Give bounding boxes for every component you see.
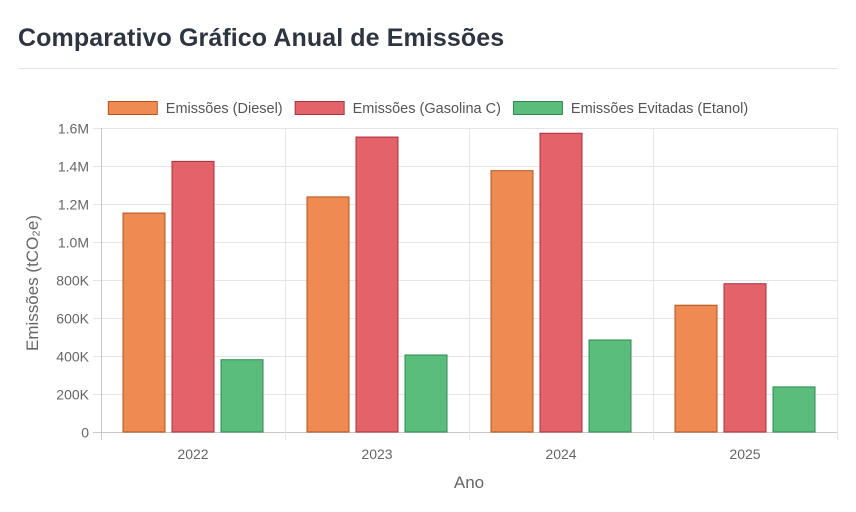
x-tick-label: 2025	[729, 446, 760, 462]
y-tick-label: 800K	[56, 273, 89, 289]
y-tick-label: 600K	[56, 311, 89, 327]
y-tick-label: 1.6M	[58, 121, 89, 137]
x-tick-label: 2024	[545, 446, 576, 462]
legend-label-etanol[interactable]: Emissões Evitadas (Etanol)	[571, 101, 748, 117]
legend-swatch-etanol[interactable]	[512, 101, 563, 115]
bar-2022-etanol[interactable]	[220, 359, 264, 433]
bar-2024-gasolina[interactable]	[539, 132, 583, 433]
y-tick-label: 1.4M	[58, 159, 89, 175]
title-divider	[18, 68, 838, 69]
bar-2023-diesel[interactable]	[306, 196, 350, 433]
bar-2023-etanol[interactable]	[404, 354, 448, 433]
y-tick-label: 1.0M	[58, 235, 89, 251]
legend-swatch-gasolina[interactable]	[294, 101, 345, 115]
y-tick-label: 0	[81, 425, 89, 441]
bar-2024-diesel[interactable]	[490, 170, 534, 433]
y-axis-title: Emissões (tCO₂e)	[23, 215, 42, 351]
bar-2022-gasolina[interactable]	[171, 160, 215, 433]
x-tick-label: 2023	[361, 446, 392, 462]
legend-label-diesel[interactable]: Emissões (Diesel)	[166, 101, 283, 117]
y-tick-label: 200K	[56, 387, 89, 403]
bar-2025-gasolina[interactable]	[723, 283, 767, 433]
y-tick-label: 1.2M	[58, 197, 89, 213]
x-axis-title: Ano	[454, 473, 484, 492]
bars	[122, 132, 816, 433]
y-tick-label: 400K	[56, 349, 89, 365]
legend: Emissões (Diesel) Emissões (Gasolina C) Em…	[107, 101, 748, 117]
bar-2025-diesel[interactable]	[674, 304, 718, 433]
axes: 0 200K 400K 600K 800K 1.0M 1.2M 1.4M 1.6M 2022 202…	[56, 121, 760, 463]
bar-2025-etanol[interactable]	[772, 386, 816, 433]
bar-2023-gasolina[interactable]	[355, 136, 399, 433]
bar-2024-etanol[interactable]	[588, 339, 632, 433]
x-tick-label: 2022	[177, 446, 208, 462]
page-title: Comparativo Gráfico Anual de Emissões	[18, 24, 505, 52]
bar-2022-diesel[interactable]	[122, 212, 166, 433]
legend-swatch-diesel[interactable]	[107, 101, 158, 115]
legend-label-gasolina[interactable]: Emissões (Gasolina C)	[353, 101, 501, 117]
